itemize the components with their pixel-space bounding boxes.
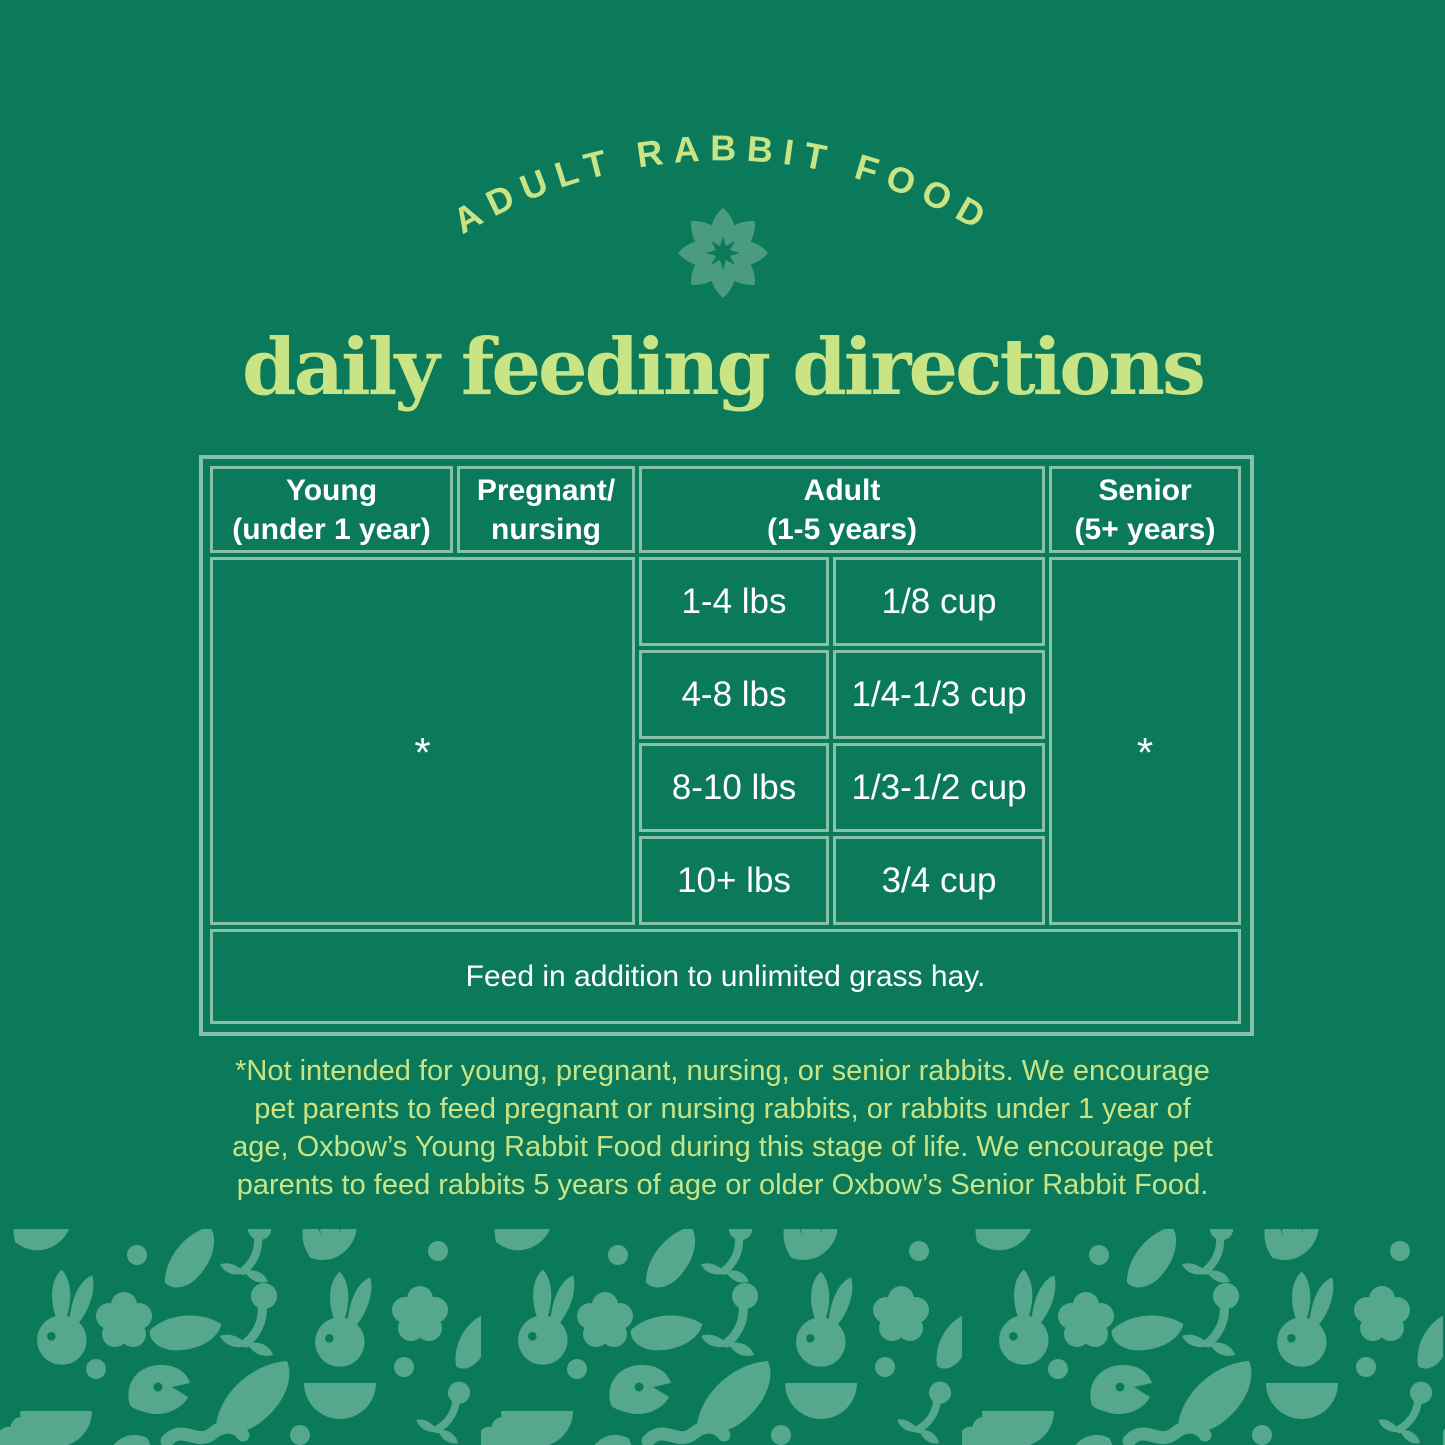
botanical-pattern bbox=[0, 1229, 1445, 1445]
senior-note-cell: * bbox=[1049, 557, 1241, 925]
header-pregnant-nursing: Pregnant/ nursing bbox=[457, 466, 635, 553]
header-young-line1: Young bbox=[285, 473, 378, 507]
header-pregnant-line1: Pregnant/ bbox=[476, 473, 616, 507]
footnote-line: age, Oxbow’s Young Rabbit Food during th… bbox=[232, 1131, 1213, 1163]
weight-cell: 1-4 lbs bbox=[639, 557, 829, 646]
amount-cell: 1/4-1/3 cup bbox=[833, 650, 1045, 739]
asterisk: * bbox=[1136, 729, 1154, 776]
footnote-line: *Not intended for young, pregnant, nursi… bbox=[235, 1055, 1210, 1087]
weight-cell: 8-10 lbs bbox=[639, 743, 829, 832]
header-adult-line2: (1-5 years) bbox=[766, 512, 918, 546]
amount-cell: 1/3-1/2 cup bbox=[833, 743, 1045, 832]
header-senior-line1: Senior bbox=[1098, 473, 1192, 507]
footnote-line: parents to feed rabbits 5 years of age o… bbox=[236, 1169, 1209, 1201]
flower-icon bbox=[678, 208, 768, 298]
header-senior: Senior (5+ years) bbox=[1049, 466, 1241, 553]
header-adult: Adult (1-5 years) bbox=[639, 466, 1045, 553]
table-footer-note: Feed in addition to unlimited grass hay. bbox=[210, 929, 1241, 1024]
header-senior-line2: (5+ years) bbox=[1074, 512, 1216, 546]
footnote: *Not intended for young, pregnant, nursi… bbox=[0, 1052, 1445, 1204]
weight-cell: 10+ lbs bbox=[639, 836, 829, 925]
header-pregnant-line2: nursing bbox=[491, 512, 601, 546]
header-young-line2: (under 1 year) bbox=[232, 512, 431, 546]
footnote-line: pet parents to feed pregnant or nursing … bbox=[254, 1093, 1191, 1125]
amount-cell: 3/4 cup bbox=[833, 836, 1045, 925]
header-young: Young (under 1 year) bbox=[210, 466, 453, 553]
page-title: daily feeding directions bbox=[242, 322, 1206, 413]
feeding-table: Young (under 1 year) Pregnant/ nursing A… bbox=[199, 455, 1254, 1036]
asterisk: * bbox=[414, 729, 431, 776]
young-pregnant-note-cell: * bbox=[210, 557, 635, 925]
amount-cell: 1/8 cup bbox=[833, 557, 1045, 646]
header-adult-line1: Adult bbox=[803, 473, 881, 507]
weight-cell: 4-8 lbs bbox=[639, 650, 829, 739]
